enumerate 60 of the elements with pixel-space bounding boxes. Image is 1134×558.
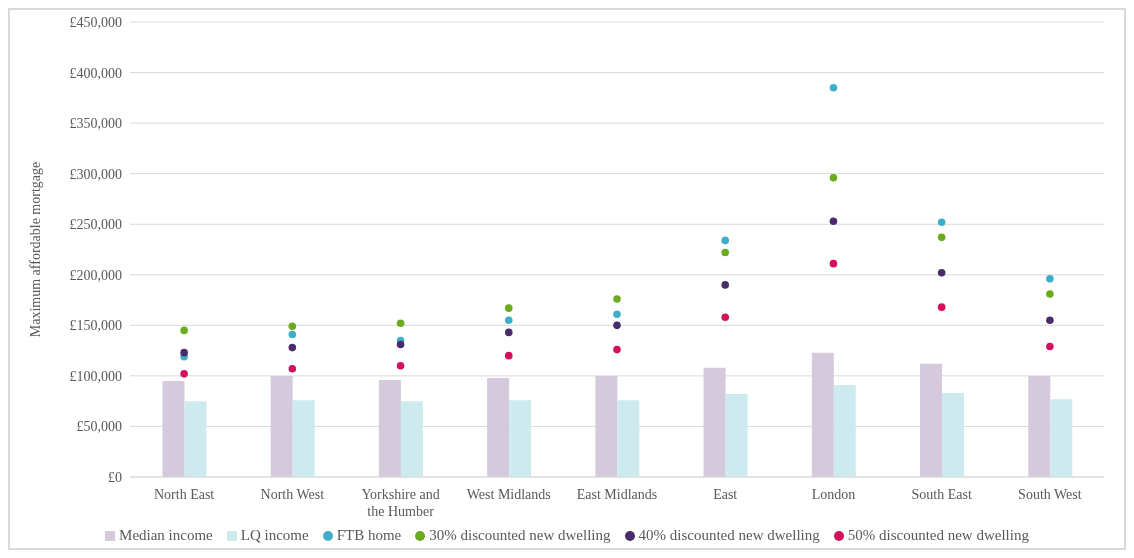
x-tick-label: East — [713, 487, 738, 502]
x-tick-label: South West — [1018, 487, 1082, 502]
point — [504, 351, 513, 360]
point — [721, 248, 730, 257]
point — [288, 365, 297, 373]
x-tick-label: South East — [911, 487, 972, 502]
y-tick-label: £0 — [108, 469, 122, 485]
y-tick-label: £350,000 — [69, 116, 122, 132]
point — [288, 322, 297, 331]
point — [288, 330, 297, 339]
y-tick-label: £200,000 — [69, 267, 122, 283]
legend-label: Median income — [119, 527, 213, 544]
point — [937, 233, 946, 242]
point — [613, 295, 621, 303]
point — [721, 313, 730, 322]
point — [613, 345, 621, 354]
x-tick-label: North West — [260, 487, 325, 502]
point — [396, 361, 405, 370]
x-tick-label: Yorkshire and the Humber — [361, 487, 440, 519]
y-tick-label: £100,000 — [69, 368, 122, 384]
x-tick-label: London — [811, 487, 856, 502]
legend-label: FTB home — [336, 527, 402, 544]
y-tick-label: £400,000 — [69, 65, 122, 81]
point — [504, 328, 513, 337]
legend-label: LQ income — [240, 527, 309, 544]
point — [937, 268, 946, 277]
point — [1046, 290, 1054, 298]
point — [396, 319, 405, 328]
point — [504, 316, 513, 325]
point — [721, 236, 730, 245]
y-axis-title: Maximum affordable mortgage — [27, 161, 43, 338]
point — [937, 218, 946, 226]
point — [180, 370, 188, 378]
legend-label: 30% discounted new dwelling — [429, 527, 611, 544]
y-tick-label: £300,000 — [69, 166, 122, 182]
point — [829, 217, 838, 225]
point — [288, 343, 297, 352]
legend-label: 40% discounted new dwelling — [638, 527, 820, 544]
point — [1046, 275, 1054, 283]
y-tick-label: £150,000 — [69, 318, 122, 334]
point — [1046, 342, 1054, 351]
legend-label: 50% discounted new dwelling — [847, 527, 1029, 544]
x-tick-label: North East — [153, 487, 215, 502]
point — [829, 83, 838, 92]
point — [180, 326, 188, 335]
point — [613, 310, 621, 319]
y-tick-label: £250,000 — [69, 217, 122, 233]
point — [396, 340, 405, 349]
point — [504, 304, 513, 312]
point — [721, 281, 730, 289]
point — [829, 259, 838, 268]
point — [180, 348, 188, 357]
y-tick-label: £450,000 — [69, 14, 122, 30]
point — [937, 303, 946, 311]
x-tick-label: West Midlands — [466, 487, 551, 502]
point — [613, 321, 621, 330]
point — [829, 173, 838, 182]
x-tick-label: East Midlands — [576, 487, 658, 502]
y-tick-label: £50,000 — [76, 419, 122, 435]
point — [1046, 316, 1054, 325]
